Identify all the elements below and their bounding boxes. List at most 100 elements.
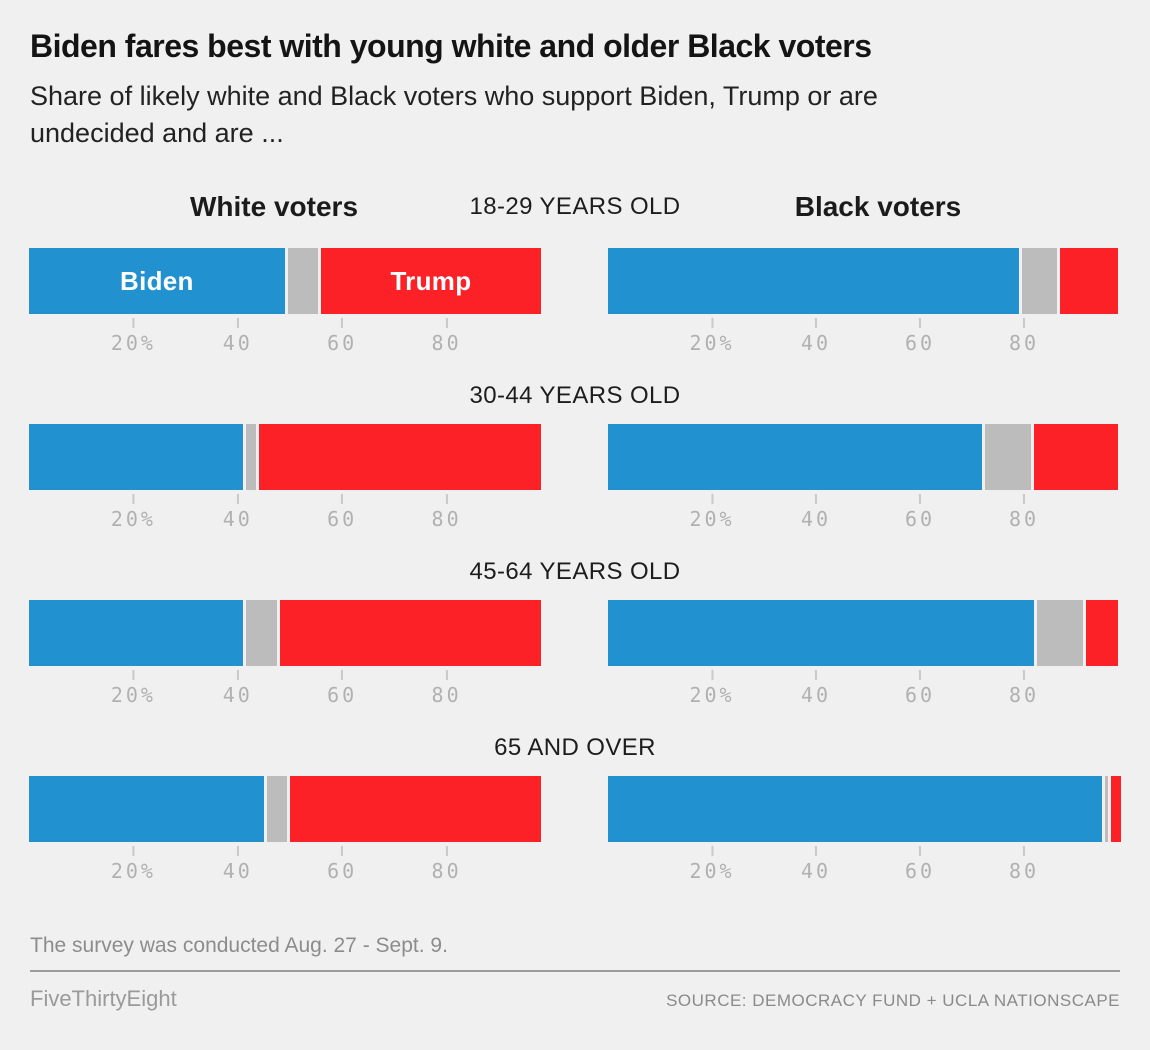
tick-mark	[919, 318, 921, 329]
black-voters-panel: 20% 40 60 80	[608, 248, 1128, 366]
x-axis: 20% 40 60 80	[608, 314, 1128, 366]
biden-segment	[29, 600, 244, 667]
tick-mark	[445, 670, 448, 681]
tick-mark	[919, 670, 921, 681]
tick-mark	[341, 494, 344, 505]
tick-mark	[1023, 846, 1025, 857]
bar-pair: Biden Trump 20% 40 60 80 20%	[0, 248, 1150, 366]
axis-tick-60: 60	[327, 670, 357, 707]
age-group-label: 30-44 YEARS OLD	[469, 382, 681, 410]
age-row-18-29: 18-29 YEARS OLD White voters Black voter…	[0, 191, 1150, 366]
biden-segment	[608, 248, 1019, 315]
tick-mark	[445, 846, 448, 857]
row-header: 65 AND OVER	[0, 732, 1150, 764]
undecided-segment	[266, 776, 287, 843]
axis-tick-60: 60	[905, 670, 935, 707]
tick-mark	[132, 318, 135, 329]
axis-tick-80: 80	[1009, 670, 1039, 707]
axis-tick-40: 40	[801, 670, 831, 707]
survey-note: The survey was conducted Aug. 27 - Sept.…	[30, 934, 448, 958]
tick-mark	[236, 846, 239, 857]
age-row-30-44: 30-44 YEARS OLD 20% 40 60 80	[0, 380, 1150, 542]
biden-segment	[29, 424, 244, 491]
stacked-bar	[608, 776, 1128, 843]
tick-mark	[341, 670, 344, 681]
tick-mark	[815, 494, 817, 505]
axis-tick-40: 40	[801, 318, 831, 355]
tick-mark	[236, 318, 239, 329]
fivethirtyeight-logo-text: FiveThirtyEight	[30, 986, 177, 1012]
tick-mark	[815, 846, 817, 857]
row-header: 45-64 YEARS OLD	[0, 556, 1150, 588]
biden-segment	[608, 776, 1102, 843]
undecided-segment	[1105, 776, 1108, 843]
stacked-bar	[608, 600, 1128, 667]
undecided-segment	[1037, 600, 1084, 667]
page-title: Biden fares best with young white and ol…	[30, 28, 872, 64]
axis-tick-40: 40	[801, 846, 831, 883]
source-credit: SOURCE: DEMOCRACY FUND + UCLA NATIONSCAP…	[666, 991, 1120, 1011]
row-header: 30-44 YEARS OLD	[0, 380, 1150, 412]
chart-area: 18-29 YEARS OLD White voters Black voter…	[0, 191, 1150, 894]
white-voters-header: White voters	[189, 191, 359, 223]
undecided-segment	[246, 600, 277, 667]
tick-mark	[1023, 494, 1025, 505]
axis-tick-40: 40	[801, 494, 831, 531]
axis-tick-20: 20%	[689, 318, 734, 355]
white-voters-panel: 20% 40 60 80	[29, 600, 551, 718]
age-row-65-over: 65 AND OVER 20% 40 60 80	[0, 732, 1150, 894]
stacked-bar: Biden Trump	[29, 248, 551, 315]
stacked-bar	[608, 248, 1128, 315]
trump-segment	[289, 776, 541, 843]
axis-tick-80: 80	[432, 846, 462, 883]
stacked-bar	[29, 424, 551, 491]
age-group-label: 45-64 YEARS OLD	[469, 558, 681, 586]
axis-tick-20: 20%	[689, 494, 734, 531]
black-voters-panel: 20% 40 60 80	[608, 776, 1128, 894]
trump-segment	[279, 600, 541, 667]
tick-mark	[711, 670, 713, 681]
age-row-45-64: 45-64 YEARS OLD 20% 40 60 80	[0, 556, 1150, 718]
axis-tick-20: 20%	[111, 846, 156, 883]
undecided-segment	[985, 424, 1032, 491]
undecided-segment	[1021, 248, 1058, 315]
axis-tick-80: 80	[432, 670, 462, 707]
trump-label: Trump	[390, 265, 472, 296]
biden-segment: Biden	[29, 248, 285, 315]
undecided-segment	[287, 248, 319, 315]
tick-mark	[236, 494, 239, 505]
axis-tick-80: 80	[432, 318, 462, 355]
axis-tick-40: 40	[223, 846, 253, 883]
chart-page: { "header": { "title": "Biden fares best…	[0, 28, 1150, 1050]
x-axis: 20% 40 60 80	[29, 490, 551, 542]
axis-tick-40: 40	[223, 494, 253, 531]
tick-mark	[132, 670, 135, 681]
axis-tick-80: 80	[1009, 846, 1039, 883]
row-header: 18-29 YEARS OLD White voters Black voter…	[0, 191, 1150, 223]
tick-mark	[815, 670, 817, 681]
x-axis: 20% 40 60 80	[29, 842, 551, 894]
white-voters-panel: 20% 40 60 80	[29, 424, 551, 542]
axis-tick-60: 60	[905, 494, 935, 531]
tick-mark	[132, 494, 135, 505]
tick-mark	[236, 670, 239, 681]
tick-mark	[919, 494, 921, 505]
tick-mark	[711, 846, 713, 857]
trump-segment	[1111, 776, 1122, 843]
axis-tick-20: 20%	[111, 670, 156, 707]
black-voters-header: Black voters	[794, 191, 962, 223]
axis-tick-20: 20%	[689, 846, 734, 883]
white-voters-panel: Biden Trump 20% 40 60 80	[29, 248, 551, 366]
stacked-bar	[29, 776, 551, 843]
x-axis: 20% 40 60 80	[608, 842, 1128, 894]
biden-segment	[608, 600, 1035, 667]
undecided-segment	[246, 424, 256, 491]
tick-mark	[132, 846, 135, 857]
axis-tick-60: 60	[905, 318, 935, 355]
footer-divider	[30, 970, 1120, 973]
tick-mark	[919, 846, 921, 857]
axis-tick-20: 20%	[111, 318, 156, 355]
page-subtitle: Share of likely white and Black voters w…	[30, 81, 878, 148]
bar-pair: 20% 40 60 80 20% 40 60 80	[0, 600, 1150, 718]
age-group-label: 18-29 YEARS OLD	[469, 193, 681, 221]
